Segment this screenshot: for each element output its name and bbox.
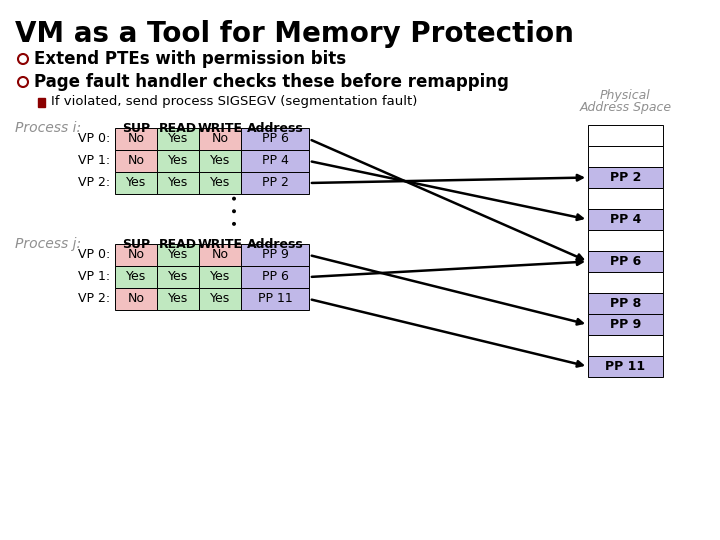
Text: VP 2:: VP 2: [78,177,110,190]
Text: VP 2:: VP 2: [78,293,110,306]
Text: Extend PTEs with permission bits: Extend PTEs with permission bits [34,50,346,68]
Text: Physical: Physical [600,89,651,102]
Text: WRITE: WRITE [197,238,243,251]
Text: Yes: Yes [168,132,188,145]
Text: Yes: Yes [168,154,188,167]
Text: Address: Address [247,122,303,134]
Text: Yes: Yes [126,271,146,284]
Text: SUP: SUP [122,122,150,134]
Bar [157,128,199,150]
Text: Yes: Yes [210,154,230,167]
Bar [588,314,663,335]
Text: Address: Address [247,238,303,251]
Text: Yes: Yes [168,293,188,306]
Bar [157,244,199,266]
Bar [588,209,663,230]
Bar [241,266,309,288]
Bar [157,172,199,194]
Bar [588,146,663,167]
Text: Yes: Yes [210,177,230,190]
Text: PP 8: PP 8 [610,297,641,310]
Bar [157,150,199,172]
Text: PP 4: PP 4 [261,154,289,167]
Text: Yes: Yes [210,293,230,306]
Text: VP 1:: VP 1: [78,154,110,167]
Text: WRITE: WRITE [197,122,243,134]
Text: PP 9: PP 9 [610,318,641,331]
Text: Yes: Yes [168,177,188,190]
Text: PP 2: PP 2 [261,177,289,190]
Text: Yes: Yes [168,271,188,284]
Text: PP 6: PP 6 [610,255,641,268]
Bar [241,288,309,310]
Text: No: No [127,132,145,145]
Text: READ: READ [159,238,197,251]
Text: PP 11: PP 11 [606,360,646,373]
Text: VM as a Tool for Memory Protection: VM as a Tool for Memory Protection [15,20,574,48]
Text: No: No [127,248,145,261]
Bar [115,128,157,150]
Bar [199,288,241,310]
Text: No: No [127,293,145,306]
Text: No: No [212,132,228,145]
Bar [115,266,157,288]
Bar [157,266,199,288]
Bar [588,230,663,251]
Bar [115,172,157,194]
Text: • • •: • • • [229,193,243,227]
Bar [199,128,241,150]
Bar [115,288,157,310]
Bar [588,125,663,146]
Text: Page fault handler checks these before remapping: Page fault handler checks these before r… [34,73,509,91]
Text: PP 11: PP 11 [258,293,292,306]
Bar [241,128,309,150]
Text: VP 1:: VP 1: [78,271,110,284]
Bar [588,356,663,377]
Text: Yes: Yes [126,177,146,190]
Bar [115,244,157,266]
Bar [157,288,199,310]
Bar [588,293,663,314]
Text: PP 9: PP 9 [261,248,289,261]
Text: Process i:: Process i: [15,121,81,135]
Text: READ: READ [159,122,197,134]
Text: SUP: SUP [122,238,150,251]
Bar [38,98,45,107]
Text: PP 6: PP 6 [261,132,289,145]
Bar [588,251,663,272]
Text: Process j:: Process j: [15,237,81,251]
Bar [199,150,241,172]
Text: PP 2: PP 2 [610,171,642,184]
Bar [241,244,309,266]
Bar [588,272,663,293]
Bar [588,335,663,356]
Bar [115,150,157,172]
Bar [199,172,241,194]
Text: Yes: Yes [210,271,230,284]
Text: If violated, send process SIGSEGV (segmentation fault): If violated, send process SIGSEGV (segme… [51,96,418,109]
Text: PP 6: PP 6 [261,271,289,284]
Bar [199,266,241,288]
Bar [588,188,663,209]
Bar [241,150,309,172]
Bar [241,172,309,194]
Text: PP 4: PP 4 [610,213,642,226]
Text: Address Space: Address Space [580,102,672,114]
Text: Yes: Yes [168,248,188,261]
Text: VP 0:: VP 0: [78,248,110,261]
Bar [199,244,241,266]
Text: VP 0:: VP 0: [78,132,110,145]
Bar [588,167,663,188]
Text: No: No [127,154,145,167]
Text: No: No [212,248,228,261]
